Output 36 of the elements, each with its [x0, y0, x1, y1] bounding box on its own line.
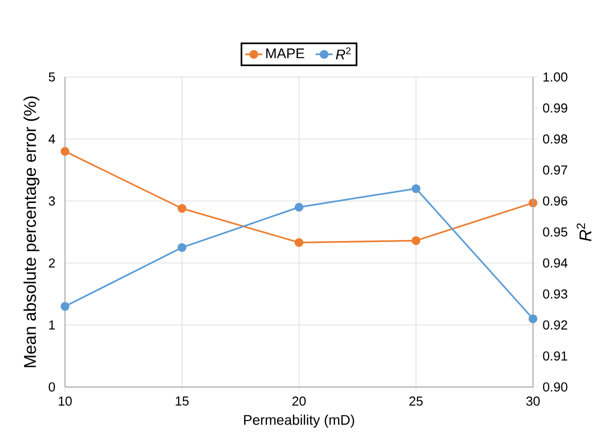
- y-tick-label: 3: [48, 196, 55, 206]
- legend-label: MAPE: [266, 48, 304, 58]
- y-tick-label: 2: [48, 258, 55, 268]
- point: [60, 302, 70, 311]
- x-tick-label: 30: [526, 396, 540, 406]
- y2-tick-label: 0.96: [543, 196, 568, 206]
- y2-tick-label: 0.95: [543, 227, 568, 237]
- y2-tick-label: 0.94: [543, 258, 568, 268]
- y-tick-label: 0: [48, 382, 55, 392]
- y2-tick-label: 0.93: [543, 289, 568, 299]
- point: [528, 314, 538, 324]
- x-tick-label: 10: [58, 396, 72, 406]
- y2-tick-label: 0.90: [543, 382, 568, 392]
- x-tick-label: 20: [292, 396, 306, 406]
- y2-tick-label: 0.97: [543, 165, 568, 175]
- point: [178, 204, 186, 213]
- point: [412, 184, 420, 193]
- y2-axis-title: R$^{2}$: [576, 223, 592, 242]
- point: [178, 243, 186, 252]
- x-tick-label: 15: [176, 396, 189, 406]
- x-axis-title: Permeability (mD): [244, 414, 354, 428]
- y2-tick-label: 1.00: [544, 72, 568, 82]
- point: [294, 238, 304, 247]
- y2-tick-label: 0.98: [543, 134, 568, 144]
- legend-label: R$^{2}$: [336, 47, 351, 60]
- y-tick-label: 1: [49, 320, 55, 330]
- y2-tick-label: 0.91: [543, 351, 568, 361]
- point: [412, 236, 420, 246]
- y2-tick-label: 0.92: [543, 320, 568, 330]
- x-tick-label: 25: [409, 396, 423, 406]
- y2-tick-label: 0.99: [543, 103, 568, 113]
- y-axis-title: Mean absolute percentage error (%): [24, 96, 40, 368]
- y-tick-label: 5: [48, 72, 55, 82]
- point: [294, 202, 304, 212]
- y-tick-label: 4: [48, 134, 56, 144]
- point: [60, 146, 70, 156]
